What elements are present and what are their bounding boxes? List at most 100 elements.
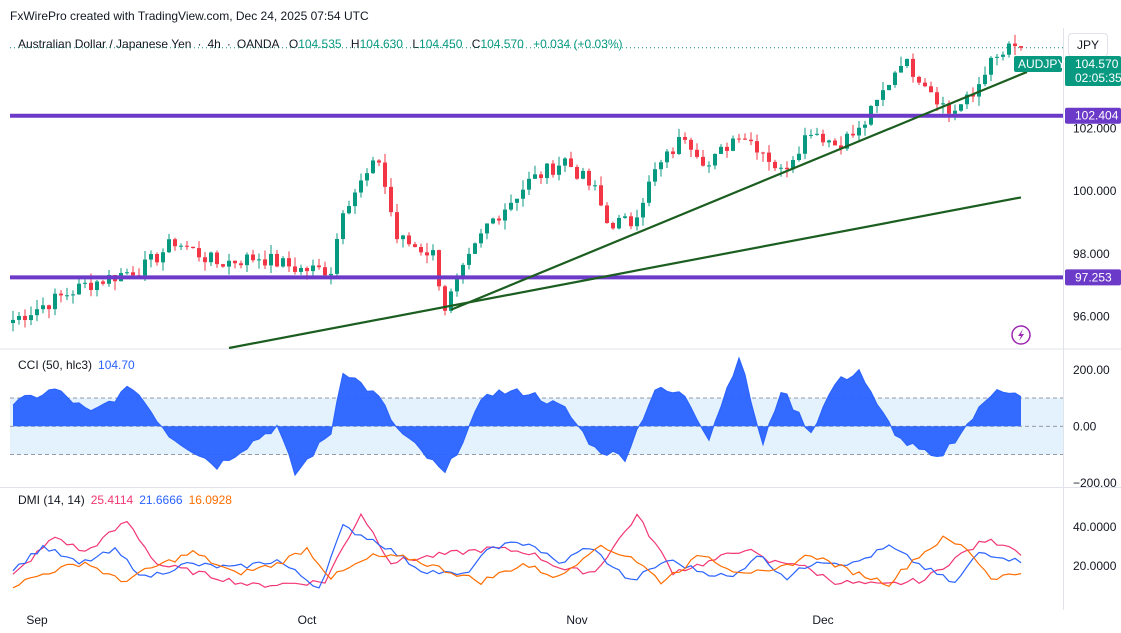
candle-body: [473, 243, 477, 254]
candle-body: [449, 291, 453, 311]
candle-body: [503, 209, 507, 221]
symbol-header: Australian Dollar / Japanese Yen · 4h · OAND…: [18, 37, 623, 51]
candle-body: [629, 216, 633, 227]
candle-body: [233, 260, 237, 264]
candle-body: [665, 151, 669, 163]
candle-body: [563, 158, 567, 166]
candle-body: [593, 185, 597, 187]
candle-body: [173, 239, 177, 247]
level-high-tag-bg: [1065, 107, 1121, 124]
candle-body: [911, 58, 915, 77]
time-axis-label: Sep: [26, 613, 48, 627]
candle-body: [731, 138, 735, 151]
candle-body: [677, 137, 681, 154]
trendline: [228, 196, 1022, 350]
currency-button[interactable]: JPY: [1068, 33, 1108, 57]
candle-body: [311, 265, 315, 272]
symbol-name[interactable]: Australian Dollar / Japanese Yen: [18, 37, 192, 51]
candle-body: [215, 252, 219, 265]
candle-body: [749, 139, 753, 142]
candle-body: [875, 99, 879, 106]
candle-body: [335, 238, 339, 274]
candle-body: [557, 165, 561, 175]
candle-body: [653, 169, 657, 182]
candle-body: [773, 161, 777, 169]
candle-body: [407, 235, 411, 245]
candle-body: [41, 305, 45, 310]
symbol-exchange: OANDA: [236, 37, 280, 51]
candle-body: [101, 281, 105, 284]
candle-body: [293, 266, 297, 272]
last-price-tag-bg: [1065, 56, 1121, 86]
candle-body: [671, 151, 675, 154]
candle-body: [11, 319, 15, 324]
candle-body: [59, 293, 63, 296]
candle-body: [413, 244, 417, 247]
candle-body: [83, 282, 87, 284]
candle-body: [713, 153, 717, 166]
candle-body: [347, 206, 351, 214]
time-axis-label: Nov: [566, 613, 587, 627]
candle-body: [359, 180, 363, 193]
candle-body: [959, 104, 963, 111]
candle-body: [383, 162, 387, 187]
candle-body: [851, 133, 855, 136]
last-price-tag: 104.570: [1075, 57, 1119, 71]
dmi-value-2: 21.6666: [139, 493, 183, 507]
ohlc-low: L104.450: [412, 37, 463, 51]
candle-body: [323, 267, 327, 276]
cci-value: 104.70: [98, 358, 135, 372]
candle-body: [245, 254, 249, 266]
candle-body: [611, 222, 615, 229]
candle-body: [551, 163, 555, 175]
candle-body: [65, 295, 69, 297]
candle-body: [617, 217, 621, 229]
candle-body: [491, 218, 495, 224]
candle-body: [353, 192, 357, 207]
time-axis-label: Oct: [298, 613, 317, 627]
candle-body: [983, 74, 987, 85]
candle-body: [521, 189, 525, 199]
dmi-series-line-0: [12, 512, 1022, 588]
trendline: [450, 70, 1028, 311]
candle-body: [935, 92, 939, 105]
candle-body: [53, 293, 57, 310]
candle-body: [437, 250, 441, 287]
candle-body: [947, 103, 951, 114]
candle-body: [371, 160, 375, 174]
candle-body: [821, 133, 825, 143]
candle-body: [263, 259, 267, 266]
candle-body: [953, 110, 957, 114]
candle-body: [485, 223, 489, 234]
candle-body: [125, 272, 129, 274]
candle-body: [635, 217, 639, 227]
candle-body: [35, 309, 39, 316]
candle-body: [575, 166, 579, 179]
candle-body: [419, 246, 423, 253]
price-tick-label: 98.000: [1073, 247, 1110, 261]
candle-body: [479, 233, 483, 244]
candle-body: [401, 235, 405, 240]
candle-body: [1019, 46, 1023, 48]
candle-body: [845, 133, 849, 149]
candle-body: [257, 259, 261, 261]
cci-title[interactable]: CCI (50, hlc3): [18, 358, 93, 372]
dmi-tick-label: 40.0000: [1073, 520, 1117, 534]
candle-body: [221, 264, 225, 267]
candle-body: [833, 140, 837, 146]
candle-body: [863, 124, 867, 128]
candle-body: [683, 137, 687, 140]
candle-body: [941, 103, 945, 105]
candle-body: [77, 283, 81, 295]
dmi-title[interactable]: DMI (14, 14): [18, 493, 85, 507]
ohlc-close: C104.570: [471, 37, 524, 51]
candle-body: [515, 198, 519, 203]
price-tick-label: 100.000: [1073, 184, 1117, 198]
candle-body: [497, 218, 501, 221]
candle-body: [659, 162, 663, 170]
candle-body: [929, 86, 933, 93]
candle-body: [887, 84, 891, 91]
candle-body: [143, 259, 147, 276]
level-low-tag: 97.253: [1075, 270, 1112, 284]
